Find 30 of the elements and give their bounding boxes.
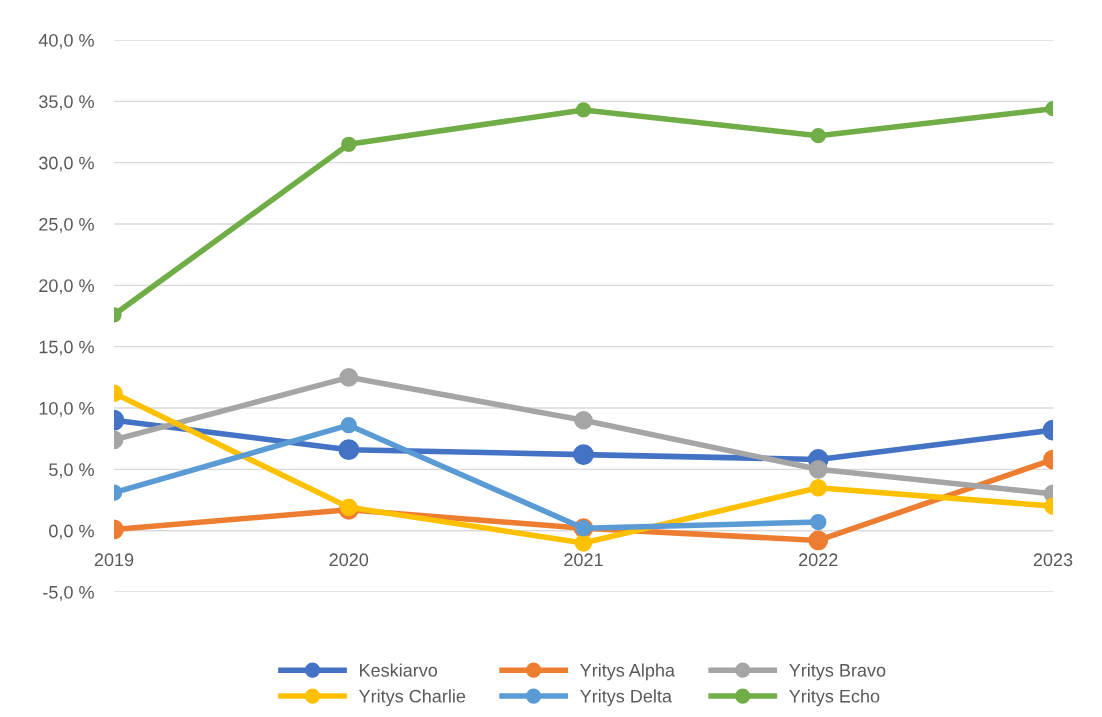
x-tick-label: 2023 xyxy=(1033,553,1073,567)
point xyxy=(808,460,828,479)
y-tick-label: -5,0 % xyxy=(43,585,94,601)
legend-label: Yritys Alpha xyxy=(580,663,676,681)
point xyxy=(339,368,359,387)
y-tick-label: 40,0 % xyxy=(38,33,94,49)
legend-label: Keskiarvo xyxy=(360,663,438,677)
point xyxy=(573,444,594,466)
y-tick-label: 35,0 % xyxy=(39,95,94,111)
point xyxy=(338,439,360,461)
x-tick-label: 2020 xyxy=(329,553,369,567)
y-tick-label: 5,0 % xyxy=(49,463,94,479)
y-tick-label: 10,0 % xyxy=(39,401,94,417)
point xyxy=(341,136,357,152)
y-tick-label: 20,0 % xyxy=(39,279,94,295)
y-tick-label: 25,0 % xyxy=(39,217,94,233)
legend-label: Yritys Echo xyxy=(789,689,880,707)
y-tick-label: 0,0 % xyxy=(49,524,94,540)
y-tick-label: 30,0 % xyxy=(39,156,94,172)
x-tick-label: 2022 xyxy=(799,553,838,567)
point xyxy=(810,128,826,144)
y-tick-label: 15,0 % xyxy=(39,340,94,356)
legend-label: Yritys Charlie xyxy=(358,689,466,707)
point xyxy=(574,410,593,430)
x-tick-label: 2021 xyxy=(564,553,603,567)
point xyxy=(574,534,593,552)
point xyxy=(575,102,592,118)
legend-label: Yritys Bravo xyxy=(789,663,886,681)
legend-label: Yritys Delta xyxy=(580,689,672,707)
x-tick-label: 2019 xyxy=(94,553,134,567)
